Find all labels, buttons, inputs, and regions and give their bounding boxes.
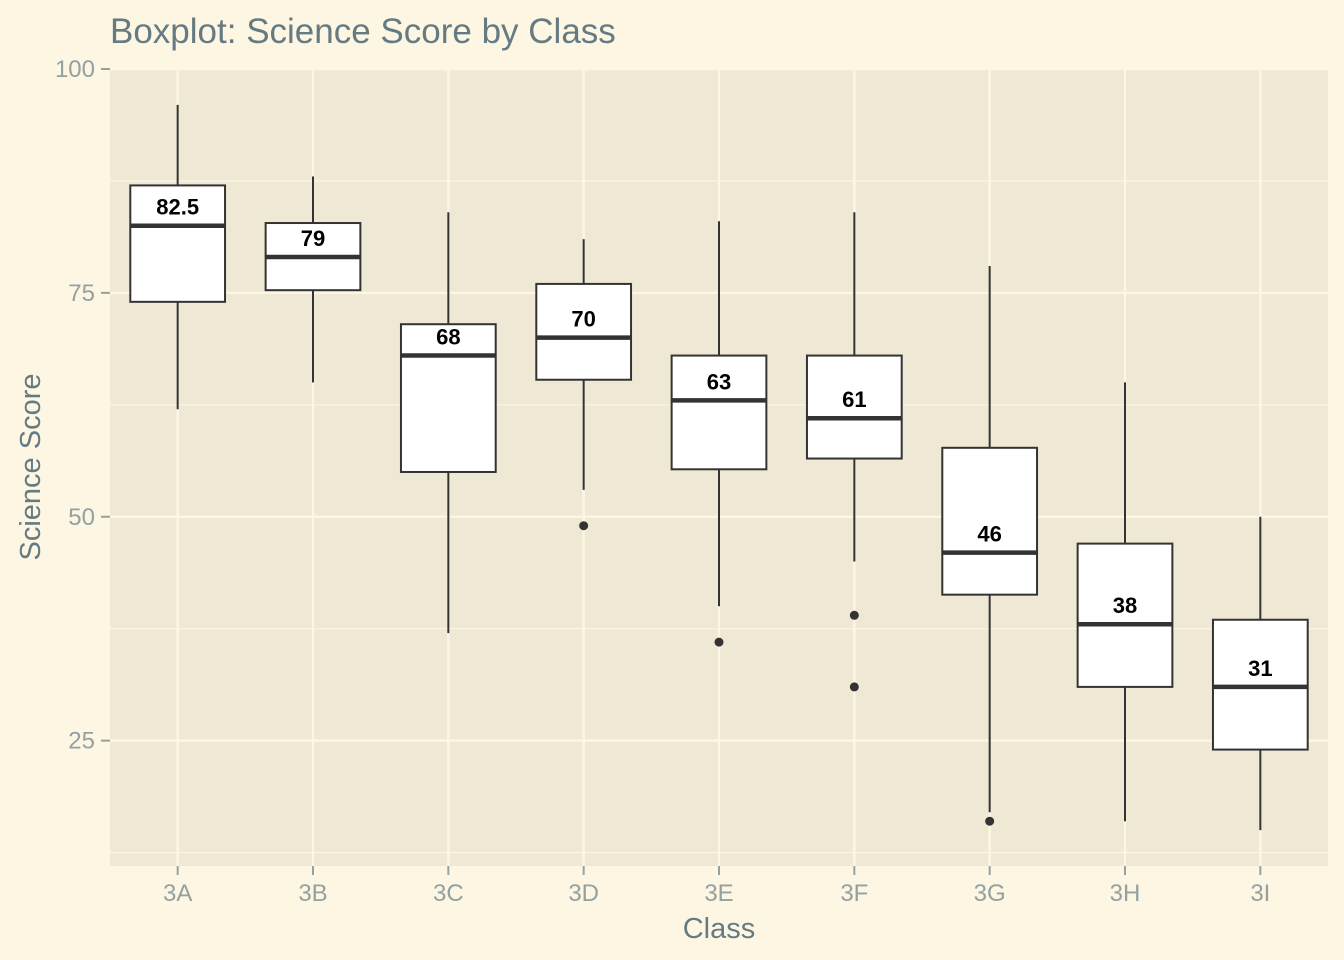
box — [129, 184, 227, 303]
x-tick-label: 3F — [840, 880, 868, 907]
median-label: 70 — [571, 307, 595, 332]
box-group-3g: 46 — [941, 266, 1039, 826]
y-axis-title: Science Score — [15, 374, 47, 561]
x-tick-label: 3H — [1110, 880, 1141, 907]
x-tick-label: 3A — [163, 880, 192, 907]
median-label: 63 — [707, 369, 731, 394]
outlier-point — [849, 682, 859, 692]
y-tick-label: 100 — [55, 56, 95, 83]
box-group-3e: 63 — [670, 221, 768, 647]
box — [670, 354, 768, 471]
x-tick-label: 3G — [974, 880, 1006, 907]
axes-layer: 25 50 75 100 3A 3B 3C 3D 3E 3F 3G 3H 3I — [55, 56, 1270, 907]
y-tick-label: 75 — [68, 280, 95, 307]
box-group-3f: 61 — [805, 212, 903, 692]
outlier-point — [985, 816, 995, 826]
box-group-3a: 82.5 — [129, 104, 227, 410]
box — [805, 354, 903, 460]
x-tick-label: 3E — [704, 880, 733, 907]
median-label: 68 — [436, 325, 460, 350]
box-group-3b: 79 — [264, 176, 362, 383]
median-label: 79 — [301, 226, 325, 251]
y-tick-label: 50 — [68, 504, 95, 531]
boxes-layer: 82.5 79 68 70 63 61 46 38 31 — [129, 104, 1309, 831]
median-label: 82.5 — [156, 195, 199, 220]
x-tick-label: 3D — [568, 880, 599, 907]
median-label: 38 — [1113, 593, 1137, 618]
box-group-3i: 31 — [1211, 516, 1309, 831]
box-group-3h: 38 — [1076, 382, 1174, 822]
box — [535, 282, 633, 381]
outlier-point — [579, 521, 589, 531]
box — [399, 323, 497, 473]
x-tick-label: 3C — [433, 880, 464, 907]
x-tick-label: 3B — [298, 880, 327, 907]
box-group-3c: 68 — [399, 212, 497, 634]
outlier-point — [849, 610, 859, 620]
outlier-point — [714, 637, 724, 647]
box — [1076, 542, 1174, 688]
x-tick-label: 3I — [1250, 880, 1270, 907]
box — [941, 446, 1039, 596]
x-axis-title: Class — [683, 913, 756, 945]
chart-title: Boxplot: Science Score by Class — [110, 12, 616, 51]
box-group-3d: 70 — [535, 239, 633, 531]
median-label: 31 — [1248, 656, 1272, 681]
y-tick-label: 25 — [68, 728, 95, 755]
median-label: 61 — [842, 387, 866, 412]
median-label: 46 — [977, 522, 1001, 547]
